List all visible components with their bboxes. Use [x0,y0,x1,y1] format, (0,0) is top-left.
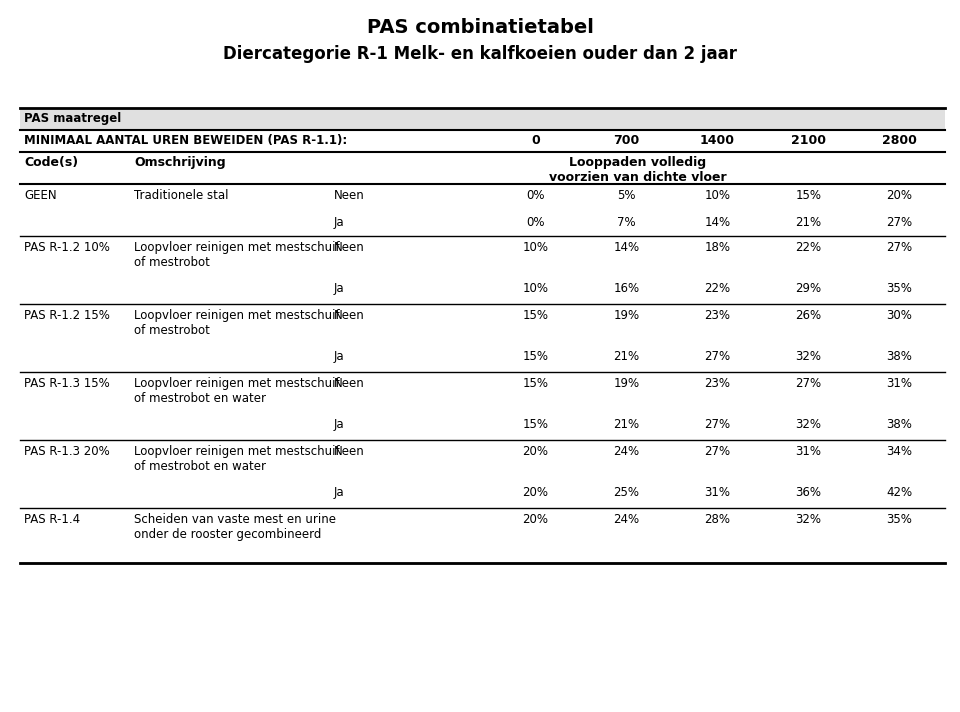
Text: PAS R-1.4: PAS R-1.4 [24,513,80,526]
Text: 27%: 27% [705,350,731,363]
Text: 38%: 38% [887,418,912,431]
Text: PAS R-1.3 15%: PAS R-1.3 15% [24,377,109,390]
Text: 32%: 32% [796,513,822,526]
Text: PAS R-1.2 15%: PAS R-1.2 15% [24,309,109,322]
Text: 42%: 42% [886,486,913,499]
Text: 31%: 31% [705,486,731,499]
Text: 29%: 29% [796,282,822,295]
Text: Loopvloer reinigen met mestschuif
of mestrobot: Loopvloer reinigen met mestschuif of mes… [134,241,340,269]
Text: 19%: 19% [613,309,639,322]
Text: PAS combinatietabel: PAS combinatietabel [367,18,593,37]
Text: 23%: 23% [705,309,731,322]
Text: 10%: 10% [522,241,548,254]
Text: 15%: 15% [796,189,822,202]
Text: Neen: Neen [334,445,365,458]
Text: Looppaden volledig
voorzien van dichte vloer: Looppaden volledig voorzien van dichte v… [549,156,727,184]
Text: Loopvloer reinigen met mestschuif
of mestrobot en water: Loopvloer reinigen met mestschuif of mes… [134,445,340,473]
Text: 24%: 24% [613,513,639,526]
Text: 15%: 15% [522,350,548,363]
Text: GEEN: GEEN [24,189,57,202]
Text: Diercategorie R-1 Melk- en kalfkoeien ouder dan 2 jaar: Diercategorie R-1 Melk- en kalfkoeien ou… [223,45,737,63]
Text: 36%: 36% [796,486,822,499]
Text: 15%: 15% [522,418,548,431]
Text: 2100: 2100 [791,134,826,147]
Text: PAS maatregel: PAS maatregel [24,112,121,125]
Text: 5%: 5% [617,189,636,202]
Text: Neen: Neen [334,241,365,254]
Text: 28%: 28% [705,513,731,526]
Text: 7%: 7% [617,216,636,229]
Text: 15%: 15% [522,377,548,390]
Text: Ja: Ja [334,282,345,295]
Text: Ja: Ja [334,350,345,363]
Text: 10%: 10% [522,282,548,295]
Text: 31%: 31% [886,377,913,390]
Text: 34%: 34% [886,445,913,458]
Text: Ja: Ja [334,216,345,229]
Text: 32%: 32% [796,350,822,363]
Text: Omschrijving: Omschrijving [134,156,226,169]
Text: PAS R-1.3 20%: PAS R-1.3 20% [24,445,109,458]
Text: 27%: 27% [705,445,731,458]
Text: 16%: 16% [613,282,639,295]
Text: 35%: 35% [887,513,912,526]
Text: 20%: 20% [522,513,548,526]
Text: Code(s): Code(s) [24,156,78,169]
Text: 14%: 14% [705,216,731,229]
Text: PAS R-1.2 10%: PAS R-1.2 10% [24,241,109,254]
Text: MINIMAAL AANTAL UREN BEWEIDEN (PAS R-1.1):: MINIMAAL AANTAL UREN BEWEIDEN (PAS R-1.1… [24,134,348,147]
Text: 0%: 0% [526,189,544,202]
Text: 21%: 21% [613,350,639,363]
Text: Neen: Neen [334,189,365,202]
Text: 19%: 19% [613,377,639,390]
Text: 21%: 21% [613,418,639,431]
Text: 24%: 24% [613,445,639,458]
Text: 25%: 25% [613,486,639,499]
Text: 35%: 35% [887,282,912,295]
Text: 700: 700 [613,134,639,147]
Text: 32%: 32% [796,418,822,431]
Text: 10%: 10% [705,189,731,202]
Text: 0: 0 [531,134,540,147]
Bar [20,108,945,130]
Text: Loopvloer reinigen met mestschuif
of mestrobot en water: Loopvloer reinigen met mestschuif of mes… [134,377,340,405]
Text: 30%: 30% [887,309,912,322]
Text: 0%: 0% [526,216,544,229]
Text: Neen: Neen [334,377,365,390]
Text: Ja: Ja [334,418,345,431]
Text: Loopvloer reinigen met mestschuif
of mestrobot: Loopvloer reinigen met mestschuif of mes… [134,309,340,337]
Text: 21%: 21% [796,216,822,229]
Text: 31%: 31% [796,445,822,458]
Text: 1400: 1400 [700,134,735,147]
Text: 27%: 27% [705,418,731,431]
Text: 26%: 26% [796,309,822,322]
Text: 14%: 14% [613,241,639,254]
Text: 20%: 20% [522,486,548,499]
Text: Traditionele stal: Traditionele stal [134,189,228,202]
Text: 15%: 15% [522,309,548,322]
Text: Ja: Ja [334,486,345,499]
Text: 18%: 18% [705,241,731,254]
Text: 2800: 2800 [882,134,917,147]
Text: Neen: Neen [334,309,365,322]
Text: 20%: 20% [522,445,548,458]
Text: 27%: 27% [886,216,913,229]
Text: 23%: 23% [705,377,731,390]
Text: 22%: 22% [796,241,822,254]
Text: 20%: 20% [886,189,913,202]
Text: 22%: 22% [705,282,731,295]
Text: 27%: 27% [886,241,913,254]
Text: Scheiden van vaste mest en urine
onder de rooster gecombineerd: Scheiden van vaste mest en urine onder d… [134,513,336,541]
Text: 38%: 38% [887,350,912,363]
Text: 27%: 27% [796,377,822,390]
